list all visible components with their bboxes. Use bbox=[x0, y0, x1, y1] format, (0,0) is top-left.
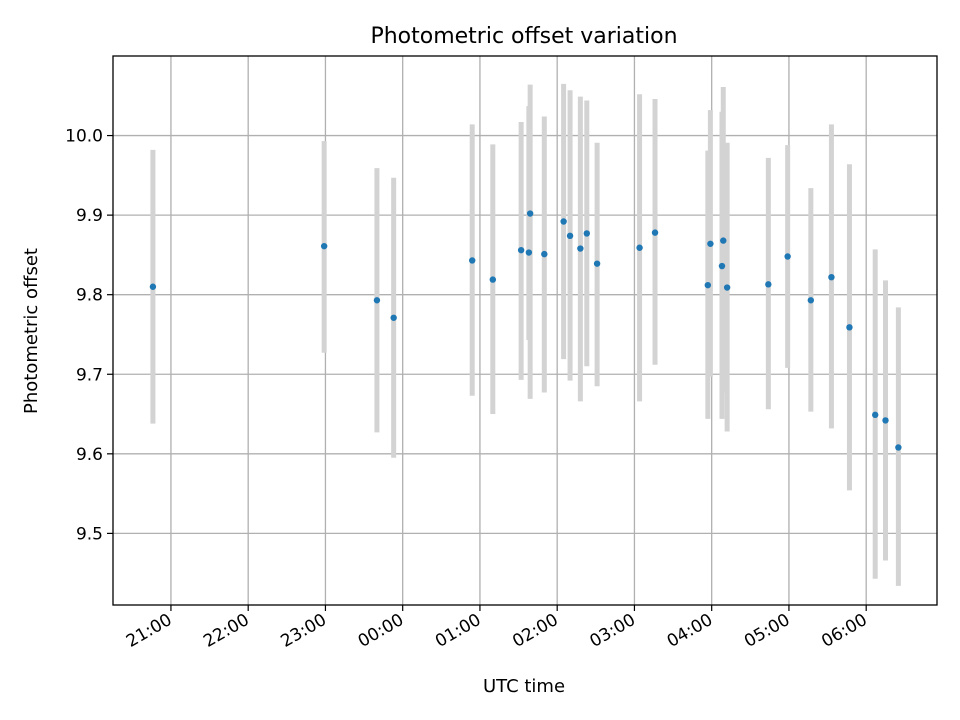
error-bars bbox=[150, 83, 901, 586]
data-point bbox=[651, 229, 659, 236]
data-point bbox=[525, 249, 533, 256]
x-tick-label: 01:00 bbox=[432, 610, 484, 652]
y-axis: 9.5 9.6 9.7 9.8 9.9 10.0 bbox=[65, 127, 113, 544]
data-point bbox=[784, 253, 791, 260]
y-tick-label: 9.8 bbox=[76, 286, 103, 306]
data-points bbox=[149, 210, 902, 451]
x-tick-label: 04:00 bbox=[664, 610, 716, 652]
data-point bbox=[489, 276, 497, 283]
data-point bbox=[469, 257, 476, 264]
data-point bbox=[872, 411, 879, 419]
chart-title: Photometric offset variation bbox=[370, 24, 677, 49]
x-tick-label: 00:00 bbox=[355, 610, 407, 652]
data-point bbox=[373, 297, 381, 304]
y-tick-label: 9.5 bbox=[76, 524, 103, 544]
data-point bbox=[707, 240, 714, 247]
grid bbox=[113, 56, 937, 605]
data-point bbox=[882, 417, 889, 424]
data-point bbox=[149, 283, 157, 290]
y-tick-label: 9.6 bbox=[76, 445, 103, 465]
data-point bbox=[846, 324, 853, 331]
x-tick-label: 23:00 bbox=[278, 610, 330, 652]
data-point bbox=[577, 245, 584, 252]
data-point bbox=[704, 281, 712, 289]
data-point bbox=[541, 250, 548, 258]
data-point bbox=[320, 242, 328, 250]
plot-frame bbox=[112, 55, 938, 606]
data-point bbox=[517, 246, 525, 254]
data-point bbox=[560, 218, 567, 225]
y-tick-label: 10.0 bbox=[65, 127, 103, 147]
data-point bbox=[593, 260, 601, 267]
y-tick-label: 9.9 bbox=[76, 206, 103, 226]
x-tick-label: 05:00 bbox=[741, 610, 793, 652]
x-tick-label: 02:00 bbox=[509, 610, 561, 652]
data-point bbox=[718, 262, 726, 270]
x-tick-label: 06:00 bbox=[818, 610, 870, 652]
x-tick-label: 21:00 bbox=[123, 610, 175, 652]
data-point bbox=[828, 273, 835, 281]
x-axis: 21:00 22:00 23:00 00:00 01:00 02:00 03:00 04:00… bbox=[123, 605, 871, 652]
data-point bbox=[390, 314, 397, 321]
data-point bbox=[807, 297, 815, 304]
data-point bbox=[720, 237, 727, 244]
data-point bbox=[765, 281, 772, 288]
data-point bbox=[583, 230, 590, 237]
x-tick-label: 22:00 bbox=[200, 610, 252, 652]
x-axis-label: UTC time bbox=[483, 676, 565, 697]
data-point bbox=[636, 244, 643, 251]
data-point bbox=[723, 284, 731, 291]
y-axis-label: Photometric offset bbox=[21, 248, 42, 414]
x-tick-label: 03:00 bbox=[587, 610, 639, 652]
data-point bbox=[895, 444, 902, 451]
y-tick-label: 9.7 bbox=[76, 365, 103, 385]
data-point bbox=[566, 232, 574, 240]
data-point bbox=[526, 210, 534, 217]
